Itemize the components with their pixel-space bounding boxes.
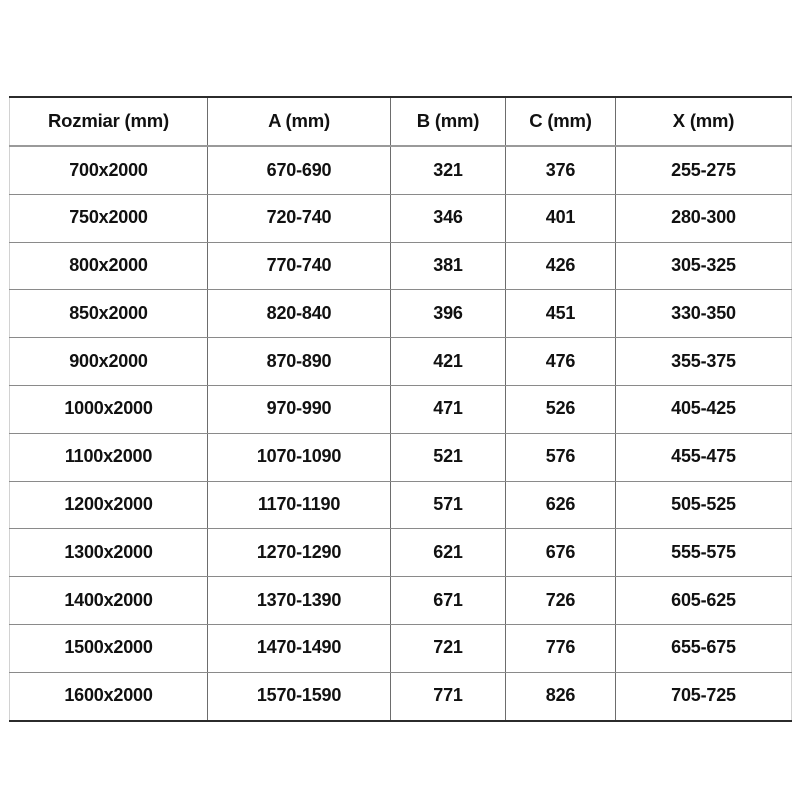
table-header-row: Rozmiar (mm) A (mm) B (mm) C (mm) X (mm) (9, 96, 792, 147)
table-row: 1100x2000 1070-1090 521 576 455-475 (9, 433, 792, 482)
cell-b: 671 (390, 576, 506, 625)
cell-c: 826 (505, 672, 616, 722)
table-row: 850x2000 820-840 396 451 330-350 (9, 289, 792, 339)
cell-c: 576 (505, 433, 616, 482)
cell-a: 1170-1190 (207, 481, 391, 530)
cell-c: 401 (505, 194, 616, 243)
cell-x: 280-300 (615, 194, 792, 243)
cell-b: 521 (390, 433, 506, 482)
column-header-c: C (mm) (505, 96, 616, 147)
cell-c: 626 (505, 481, 616, 530)
cell-b: 771 (390, 672, 506, 722)
cell-a: 870-890 (207, 337, 391, 386)
cell-b: 721 (390, 624, 506, 673)
cell-a: 1270-1290 (207, 528, 391, 578)
cell-b: 321 (390, 146, 506, 195)
cell-x: 305-325 (615, 242, 792, 291)
column-header-rozmiar: Rozmiar (mm) (9, 96, 208, 147)
cell-c: 476 (505, 337, 616, 386)
cell-x: 605-625 (615, 576, 792, 625)
cell-rozmiar: 750x2000 (9, 194, 208, 243)
cell-b: 381 (390, 242, 506, 291)
cell-c: 451 (505, 289, 616, 339)
cell-rozmiar: 1000x2000 (9, 385, 208, 434)
table-row: 800x2000 770-740 381 426 305-325 (9, 242, 792, 291)
cell-x: 355-375 (615, 337, 792, 386)
table-row: 1200x2000 1170-1190 571 626 505-525 (9, 481, 792, 530)
cell-x: 330-350 (615, 289, 792, 339)
cell-a: 670-690 (207, 146, 391, 195)
cell-b: 346 (390, 194, 506, 243)
table-row: 700x2000 670-690 321 376 255-275 (9, 146, 792, 195)
table-row: 900x2000 870-890 421 476 355-375 (9, 337, 792, 386)
cell-rozmiar: 850x2000 (9, 289, 208, 339)
table-row: 750x2000 720-740 346 401 280-300 (9, 194, 792, 243)
cell-rozmiar: 1200x2000 (9, 481, 208, 530)
cell-a: 1370-1390 (207, 576, 391, 625)
table-row: 1600x2000 1570-1590 771 826 705-725 (9, 672, 792, 722)
cell-a: 770-740 (207, 242, 391, 291)
cell-a: 1570-1590 (207, 672, 391, 722)
cell-b: 421 (390, 337, 506, 386)
cell-a: 1070-1090 (207, 433, 391, 482)
cell-x: 405-425 (615, 385, 792, 434)
cell-b: 396 (390, 289, 506, 339)
cell-x: 505-525 (615, 481, 792, 530)
cell-a: 820-840 (207, 289, 391, 339)
table-row: 1400x2000 1370-1390 671 726 605-625 (9, 576, 792, 625)
table-body: 700x2000 670-690 321 376 255-275 750x2000 720-… (9, 146, 792, 722)
cell-rozmiar: 1100x2000 (9, 433, 208, 482)
cell-c: 676 (505, 528, 616, 578)
cell-b: 471 (390, 385, 506, 434)
cell-a: 970-990 (207, 385, 391, 434)
column-header-x: X (mm) (615, 96, 792, 147)
cell-rozmiar: 1300x2000 (9, 528, 208, 578)
table-header: Rozmiar (mm) A (mm) B (mm) C (mm) X (mm) (9, 96, 792, 147)
cell-rozmiar: 900x2000 (9, 337, 208, 386)
cell-rozmiar: 700x2000 (9, 146, 208, 195)
cell-rozmiar: 1500x2000 (9, 624, 208, 673)
cell-c: 426 (505, 242, 616, 291)
table-row: 1000x2000 970-990 471 526 405-425 (9, 385, 792, 434)
cell-c: 376 (505, 146, 616, 195)
cell-b: 621 (390, 528, 506, 578)
cell-rozmiar: 800x2000 (9, 242, 208, 291)
cell-a: 1470-1490 (207, 624, 391, 673)
cell-x: 555-575 (615, 528, 792, 578)
cell-x: 255-275 (615, 146, 792, 195)
cell-c: 726 (505, 576, 616, 625)
specification-table-container: Rozmiar (mm) A (mm) B (mm) C (mm) X (mm)… (9, 96, 792, 722)
cell-x: 455-475 (615, 433, 792, 482)
cell-rozmiar: 1600x2000 (9, 672, 208, 722)
column-header-a: A (mm) (207, 96, 391, 147)
table-row: 1300x2000 1270-1290 621 676 555-575 (9, 528, 792, 578)
cell-x: 705-725 (615, 672, 792, 722)
cell-b: 571 (390, 481, 506, 530)
cell-x: 655-675 (615, 624, 792, 673)
dimensions-table: Rozmiar (mm) A (mm) B (mm) C (mm) X (mm)… (9, 96, 792, 722)
cell-c: 776 (505, 624, 616, 673)
column-header-b: B (mm) (390, 96, 506, 147)
cell-c: 526 (505, 385, 616, 434)
cell-a: 720-740 (207, 194, 391, 243)
cell-rozmiar: 1400x2000 (9, 576, 208, 625)
table-row: 1500x2000 1470-1490 721 776 655-675 (9, 624, 792, 673)
